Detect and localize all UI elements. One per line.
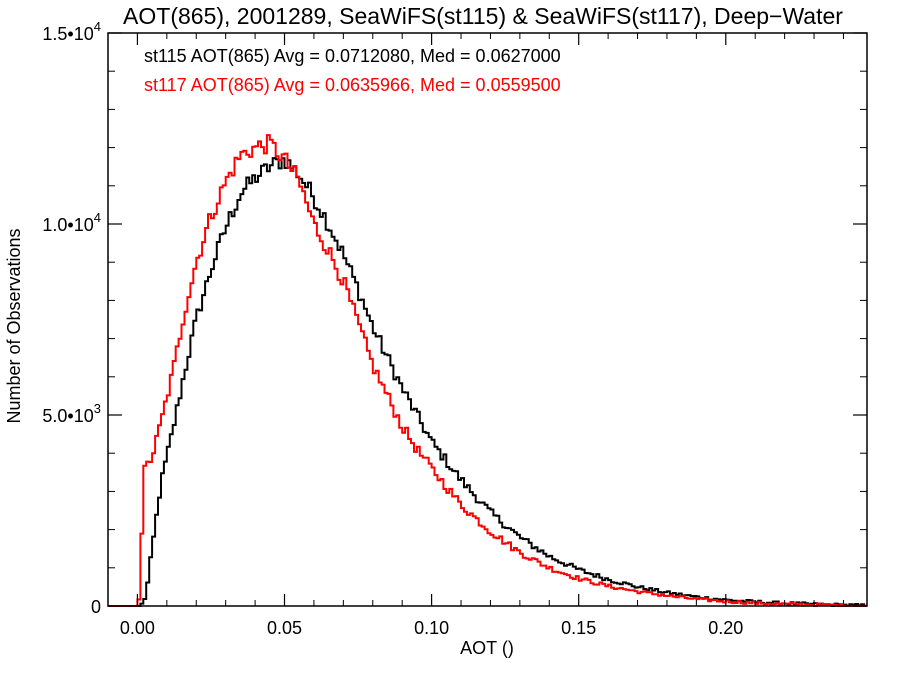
series-st117-line bbox=[108, 134, 867, 607]
chart-title: AOT(865), 2001289, SeaWiFS(st115) & SeaW… bbox=[123, 3, 843, 29]
tick-layer: 0.00 0.05 0.10 0.15 0.2005.0•1031.0•1041.5•1… bbox=[42, 19, 867, 638]
x-tick-label: 0.05 bbox=[267, 618, 302, 638]
annotation-st115: st115 AOT(865) Avg = 0.0712080, Med = 0.… bbox=[144, 46, 561, 66]
y-tick-label: 1.0•104 bbox=[42, 210, 101, 235]
annotation-st117: st117 AOT(865) Avg = 0.0635966, Med = 0.… bbox=[144, 75, 561, 95]
y-tick-mantissa: 1.5•10 bbox=[42, 24, 93, 44]
y-tick-label: 1.5•104 bbox=[42, 19, 101, 44]
y-axis-label: Number of Observations bbox=[4, 228, 24, 423]
series-st115-line bbox=[108, 157, 867, 607]
y-tick-label: 5.0•103 bbox=[42, 401, 101, 426]
y-tick-exponent: 4 bbox=[94, 210, 101, 225]
x-tick-label: 0.00 bbox=[120, 618, 155, 638]
x-tick-label: 0.20 bbox=[708, 618, 743, 638]
plot-frame bbox=[107, 32, 868, 607]
y-tick-mantissa: 5.0•10 bbox=[42, 406, 93, 426]
x-axis-label: AOT () bbox=[460, 638, 514, 658]
x-tick-label: 0.10 bbox=[414, 618, 449, 638]
y-tick-exponent: 3 bbox=[94, 401, 101, 416]
y-tick-mantissa: 1.0•10 bbox=[42, 215, 93, 235]
series-layer bbox=[108, 134, 867, 607]
y-tick-mantissa: 0 bbox=[91, 597, 101, 617]
y-tick-exponent: 4 bbox=[94, 19, 101, 34]
y-tick-label: 0 bbox=[91, 597, 101, 617]
x-tick-label: 0.15 bbox=[561, 618, 596, 638]
